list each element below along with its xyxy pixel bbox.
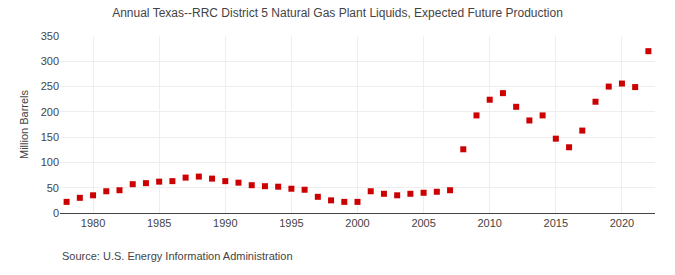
svg-text:2010: 2010	[477, 217, 501, 229]
svg-text:Annual Texas--RRC District 5 N: Annual Texas--RRC District 5 Natural Gas…	[112, 6, 563, 20]
svg-text:1995: 1995	[279, 217, 303, 229]
svg-text:50: 50	[47, 182, 59, 194]
svg-text:2005: 2005	[411, 217, 435, 229]
svg-text:Source: U.S. Energy Informatio: Source: U.S. Energy Information Administ…	[62, 250, 293, 262]
svg-text:100: 100	[41, 156, 59, 168]
svg-text:1990: 1990	[213, 217, 237, 229]
svg-text:150: 150	[41, 131, 59, 143]
svg-text:1980: 1980	[81, 217, 105, 229]
svg-text:2015: 2015	[544, 217, 568, 229]
svg-text:300: 300	[41, 55, 59, 67]
svg-text:Million Barrels: Million Barrels	[18, 89, 30, 159]
svg-text:200: 200	[41, 106, 59, 118]
svg-text:350: 350	[41, 30, 59, 42]
svg-text:250: 250	[41, 80, 59, 92]
svg-text:2000: 2000	[345, 217, 369, 229]
svg-text:0: 0	[53, 207, 59, 219]
svg-text:1985: 1985	[147, 217, 171, 229]
svg-text:2020: 2020	[610, 217, 634, 229]
